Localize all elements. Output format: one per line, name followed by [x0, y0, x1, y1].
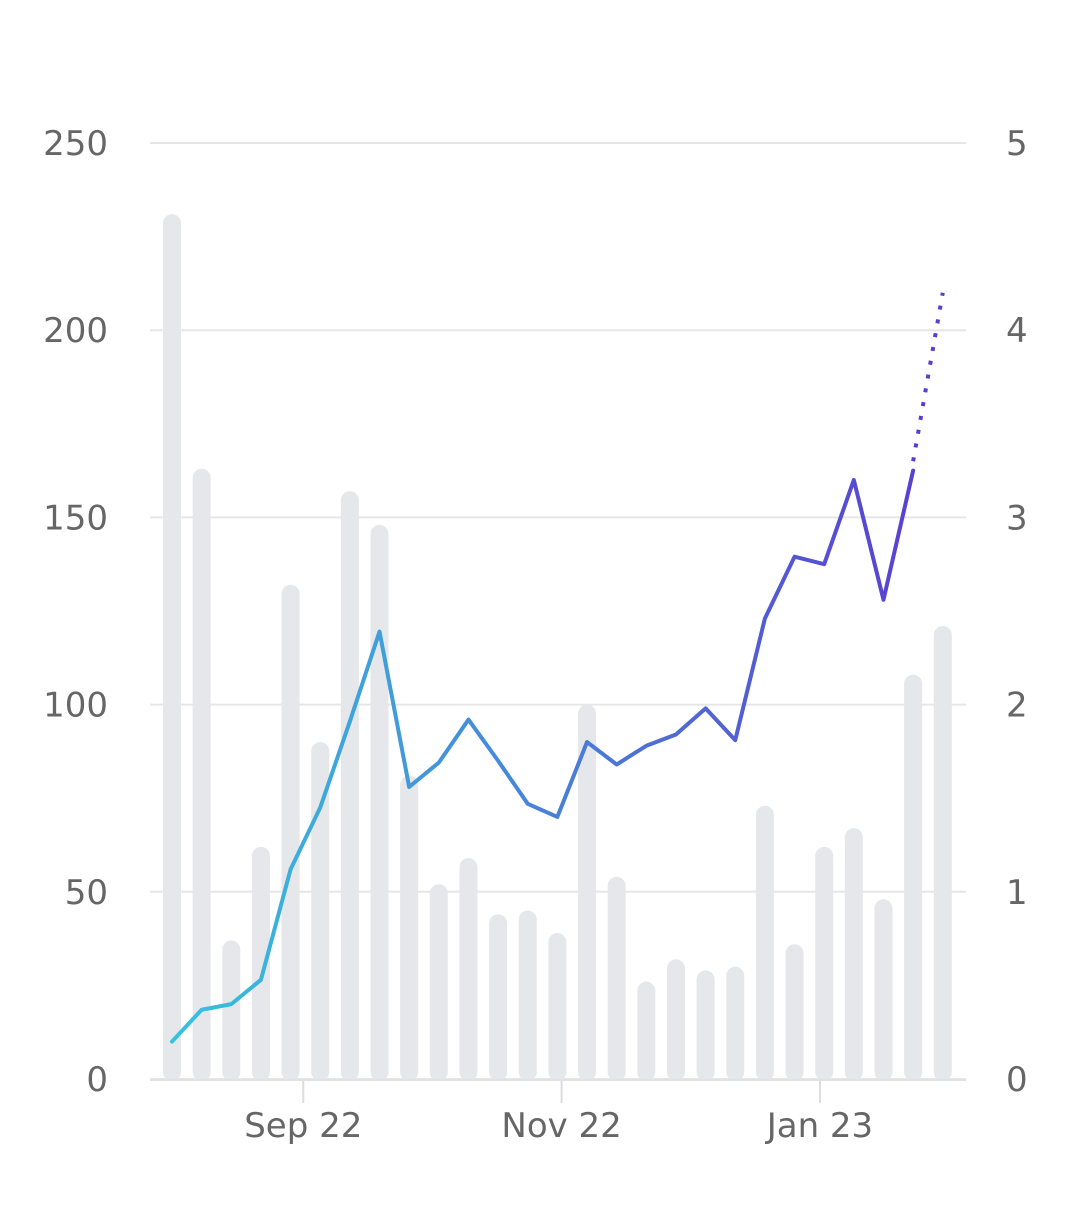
bar: [815, 846, 834, 1081]
y-tick-right: 3: [1006, 498, 1028, 538]
bar: [429, 884, 448, 1081]
bar: [607, 876, 626, 1081]
line-series: [170, 292, 945, 1044]
bar: [192, 468, 211, 1081]
bar: [370, 524, 389, 1081]
bar: [666, 959, 685, 1081]
y-tick-left: 150: [43, 498, 108, 538]
bar: [844, 828, 863, 1081]
bar: [311, 742, 330, 1081]
bar: [548, 932, 567, 1081]
y-tick-left: 200: [43, 311, 108, 351]
projected-line: [911, 292, 945, 462]
y-tick-left: 100: [43, 686, 108, 726]
bars: [163, 214, 952, 1082]
y-tick-right: 2: [1006, 686, 1028, 726]
bar: [696, 970, 715, 1081]
bar: [163, 214, 181, 1082]
y-tick-right: 4: [1006, 311, 1028, 351]
bar: [459, 858, 478, 1081]
bar: [755, 805, 774, 1081]
y-axis-left: 0 50 100 150 200 250: [43, 124, 108, 1100]
bar: [489, 914, 508, 1081]
x-tick-label: Nov 22: [501, 1106, 621, 1146]
bar: [904, 674, 923, 1081]
y-axis-right: 0 1 2 3 4 5: [1006, 124, 1028, 1100]
bar: [400, 775, 419, 1081]
bar: [578, 704, 597, 1081]
y-tick-left: 250: [43, 124, 108, 164]
line-path: [170, 468, 916, 1044]
x-tick-label: Jan 23: [765, 1106, 873, 1146]
bar: [726, 966, 745, 1081]
bar: [874, 899, 893, 1081]
x-tick-label: Sep 22: [244, 1106, 362, 1146]
y-tick-right: 5: [1006, 124, 1028, 164]
bar: [251, 846, 270, 1081]
y-tick-right: 1: [1006, 873, 1028, 913]
y-tick-right: 0: [1006, 1060, 1028, 1100]
bar: [637, 981, 656, 1081]
bar: [222, 940, 241, 1081]
bar: [518, 910, 537, 1081]
y-tick-left: 0: [86, 1060, 108, 1100]
bar: [340, 491, 359, 1081]
bar: [785, 944, 804, 1081]
y-tick-left: 50: [65, 873, 108, 913]
x-axis: Sep 22 Nov 22 Jan 23: [150, 1079, 966, 1146]
bar: [281, 584, 300, 1081]
bar: [933, 625, 952, 1081]
